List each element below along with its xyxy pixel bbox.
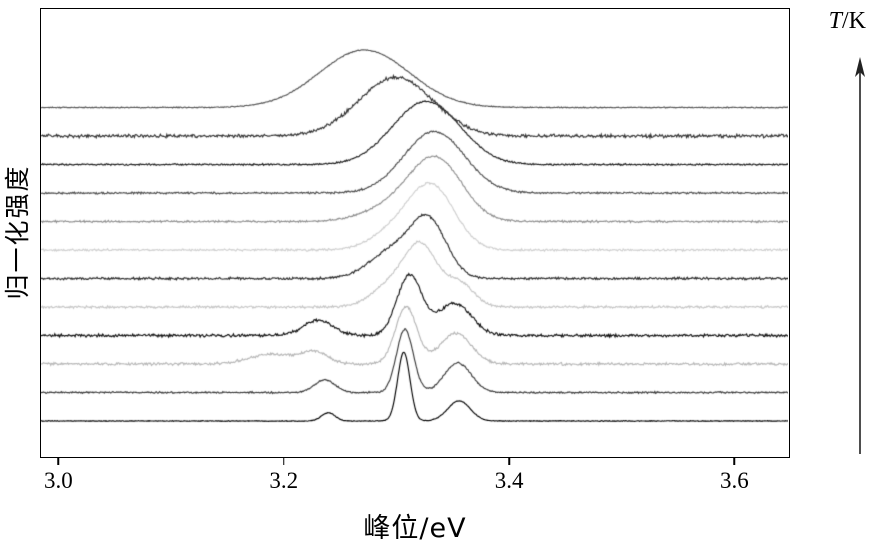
plot-area	[40, 8, 790, 458]
x-tick-mark	[282, 458, 285, 465]
x-tick-mark	[57, 458, 60, 465]
x-tick-label: 3.0	[44, 468, 73, 493]
y-axis-label: 归一化强度	[3, 164, 32, 300]
temperature-unit: /K	[842, 8, 866, 34]
x-tick-mark	[733, 458, 736, 465]
temperature-axis-label: T/K	[829, 8, 866, 35]
x-tick-mark	[508, 458, 510, 465]
x-axis-ticks: 3.0 3.2 3.4 3.6	[42, 458, 789, 502]
spectra-canvas	[41, 9, 788, 456]
x-tick-label: 3.6	[720, 468, 749, 493]
temperature-increase-arrow-icon	[855, 57, 865, 454]
x-tick-label: 3.4	[494, 468, 524, 493]
x-axis-label: 峰位/eV	[363, 513, 467, 544]
temperature-symbol: T	[828, 8, 842, 34]
x-tick-label: 3.2	[269, 468, 299, 493]
